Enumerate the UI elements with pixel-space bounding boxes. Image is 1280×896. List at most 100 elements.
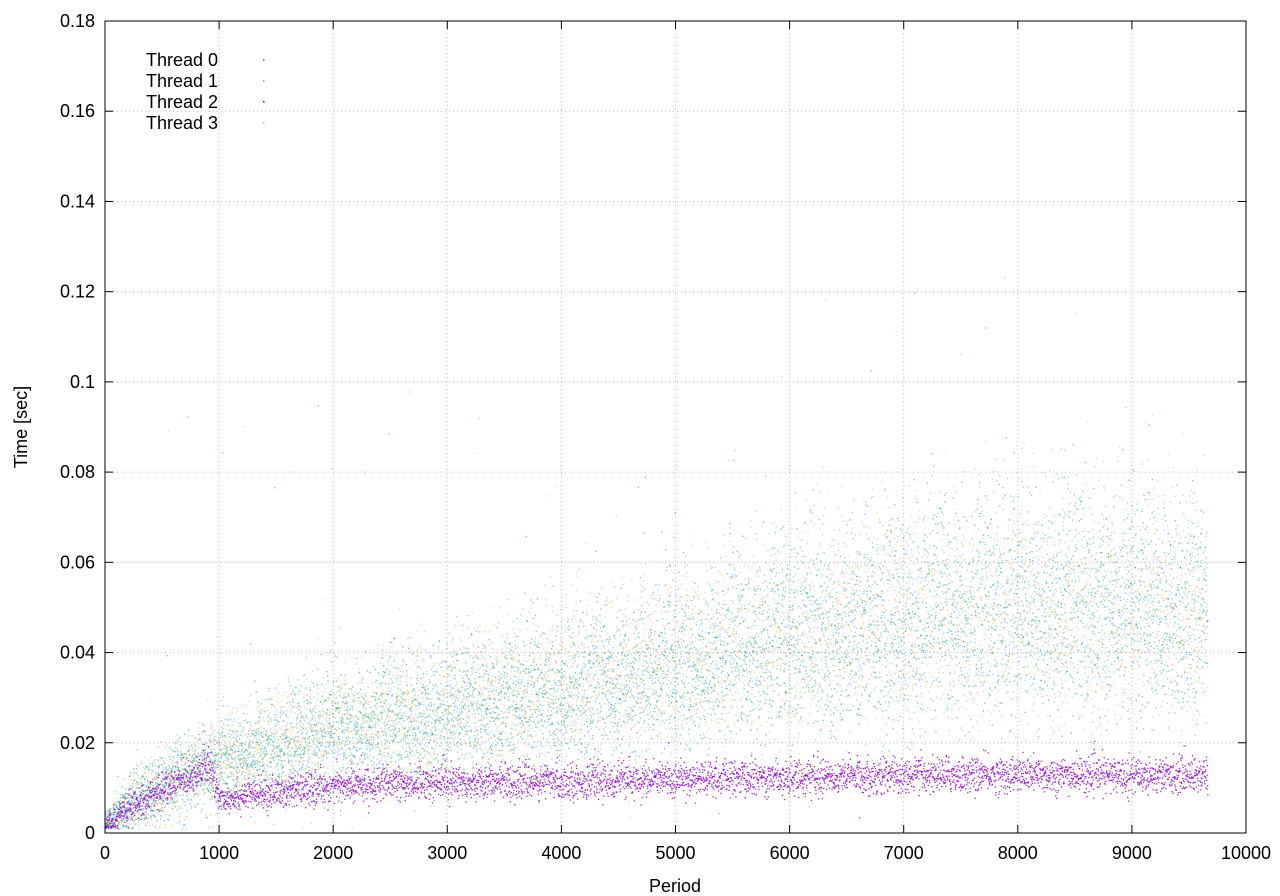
data-point [542,737,544,739]
data-point [845,568,847,570]
data-point [304,738,306,740]
data-point [878,518,880,520]
data-point [1012,570,1014,573]
data-point [137,782,139,784]
data-point [134,779,136,781]
data-point [224,759,226,762]
data-point [973,591,975,593]
data-point [958,526,961,528]
data-point [380,692,382,694]
data-point [997,690,999,692]
data-point [628,714,630,716]
data-point [679,600,681,603]
data-point [629,816,631,818]
data-point [398,770,400,772]
data-point [650,640,652,643]
data-point [479,689,481,691]
data-point [349,720,351,723]
data-point [132,775,134,777]
data-point [773,626,776,628]
data-point [781,571,783,573]
data-point [193,778,195,780]
data-point [316,753,318,756]
data-point [521,703,523,705]
data-point [685,619,687,621]
data-point [388,799,391,801]
data-point [321,739,323,741]
data-point [1188,640,1190,642]
data-point [448,704,450,707]
data-point [473,688,475,690]
data-point [956,539,958,541]
data-point [818,614,820,616]
data-point [941,666,943,668]
data-point [1169,619,1171,621]
data-point [982,559,984,561]
data-point [929,547,931,549]
data-point [1024,559,1027,561]
data-point [541,677,544,680]
data-point [280,725,282,727]
data-point [192,772,195,774]
data-point [318,757,320,759]
data-point [336,691,338,693]
data-point [884,623,886,625]
data-point [265,751,267,753]
data-point [543,583,546,586]
data-point [898,602,901,604]
data-point [522,754,524,756]
data-point [663,662,666,664]
data-point [359,682,361,684]
data-point [520,707,523,709]
data-point [741,609,743,611]
data-point [1016,551,1019,553]
data-point [834,554,836,556]
data-point [614,675,616,678]
data-point [463,741,465,744]
data-point [893,691,895,693]
data-point [320,729,323,732]
data-point [880,676,883,678]
data-point [1054,577,1056,579]
data-point [145,823,147,825]
data-point [767,670,770,673]
data-point [911,685,914,687]
data-point [593,561,595,563]
data-point [931,645,934,647]
data-point [463,735,465,738]
data-point [417,737,420,739]
data-point [195,748,198,750]
data-point [1113,562,1115,565]
data-point [1158,714,1160,716]
data-point [593,653,595,655]
data-point [654,697,656,699]
data-point [450,729,452,731]
data-point [419,790,421,792]
data-point [384,692,386,694]
data-point [1052,596,1054,598]
data-point [182,785,184,788]
data-point [1204,625,1206,627]
data-point [127,817,130,819]
data-point [738,624,740,626]
data-point [1042,594,1044,596]
data-point [852,645,854,647]
data-point [134,813,136,816]
data-point [494,739,496,741]
data-point [1100,641,1102,643]
data-point [665,611,667,613]
data-point [587,673,590,675]
data-point [813,522,816,525]
data-point [674,720,677,722]
data-point [494,666,496,669]
data-point [721,702,723,704]
data-point [549,688,552,691]
data-point [668,728,671,730]
data-point [240,760,242,762]
data-point [131,811,133,813]
data-point [698,724,700,726]
data-point [329,726,331,728]
data-point [808,626,810,628]
data-point [712,672,714,674]
data-point [1004,670,1006,672]
